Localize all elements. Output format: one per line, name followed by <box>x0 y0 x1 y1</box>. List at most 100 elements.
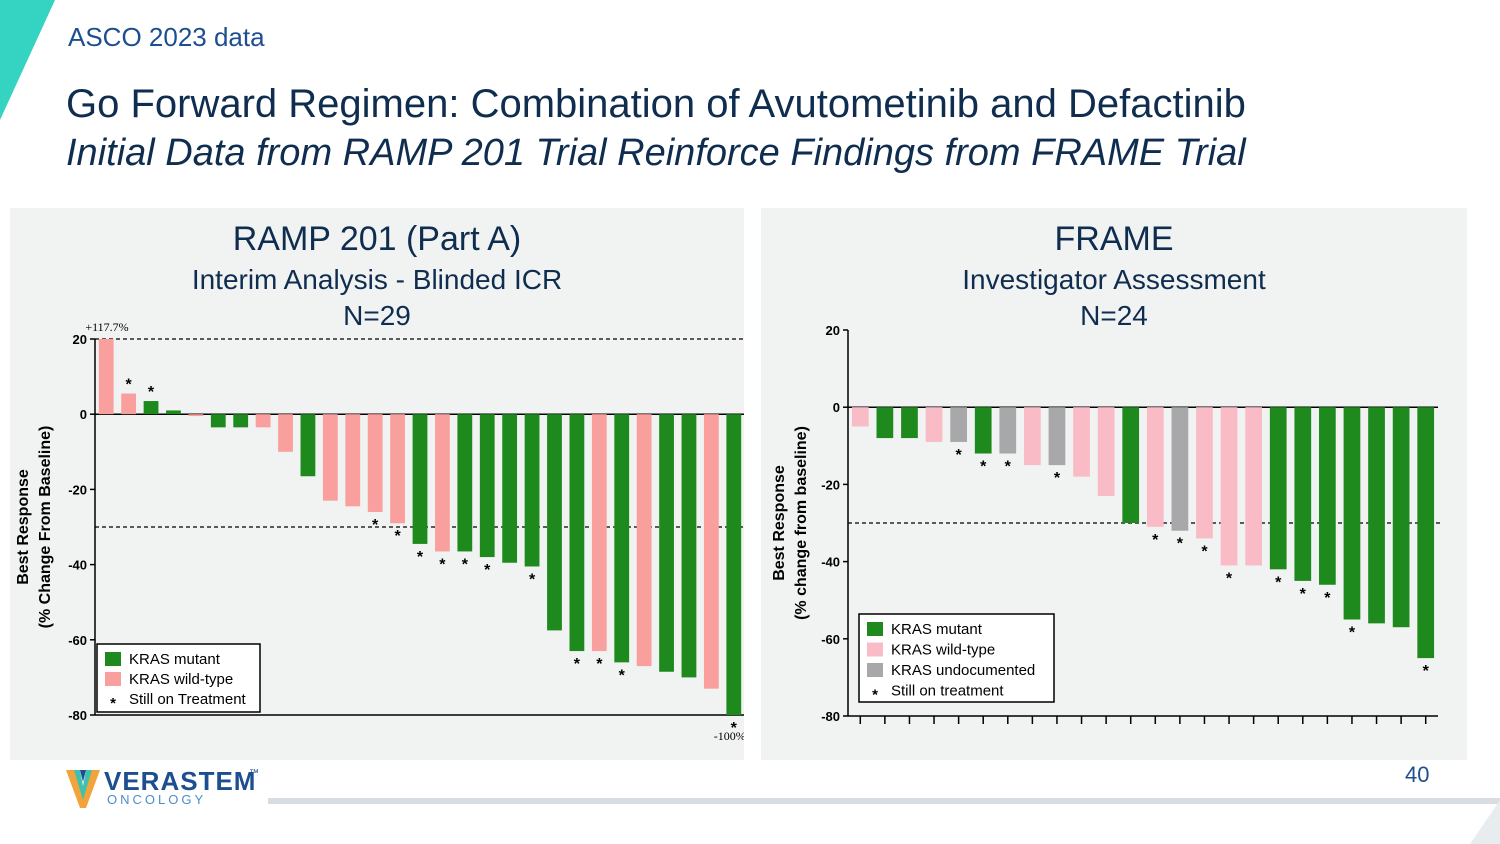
still-on-treatment-marker: * <box>574 656 581 673</box>
legend-label: KRAS wild-type <box>891 642 995 659</box>
y-tick-label: -40 <box>68 558 87 573</box>
bar <box>1319 407 1336 585</box>
bar <box>925 407 943 442</box>
bar <box>300 414 316 477</box>
corner-accent <box>0 0 55 120</box>
verastem-v-icon <box>66 770 100 808</box>
page-number: 40 <box>1405 762 1430 787</box>
bar <box>1171 407 1189 531</box>
legend-box <box>858 613 1055 703</box>
bar <box>390 414 405 524</box>
still-on-treatment-marker: * <box>1054 470 1061 487</box>
bar <box>681 414 697 678</box>
bar <box>1392 407 1410 628</box>
still-on-treatment-marker: * <box>148 384 155 401</box>
bar <box>636 414 652 667</box>
legend-swatch <box>867 663 883 677</box>
still-on-treatment-marker: * <box>1300 586 1307 603</box>
y-tick-label: -40 <box>821 555 840 570</box>
bar <box>1073 407 1090 477</box>
bar <box>121 393 137 415</box>
still-on-treatment-marker: * <box>1005 459 1012 476</box>
ramp201-n-label: N=29 <box>343 300 411 331</box>
bar <box>1024 407 1041 466</box>
bar <box>1048 407 1066 466</box>
still-on-treatment-marker: * <box>1349 625 1356 642</box>
legend-swatch <box>867 642 883 657</box>
bar <box>950 407 967 442</box>
bar <box>1146 407 1164 527</box>
still-on-treatment-marker: * <box>529 571 536 588</box>
bar <box>1368 407 1385 624</box>
y-axis-subtitle: (% Change From Baseline) <box>37 426 54 629</box>
bar <box>1122 407 1140 523</box>
legend-label: Still on treatment <box>891 683 1004 700</box>
y-tick-label: 20 <box>826 323 840 338</box>
bar <box>1097 407 1115 496</box>
bar <box>569 414 585 652</box>
footer-accent <box>1470 800 1500 844</box>
y-tick-label: -60 <box>821 632 840 647</box>
bar <box>726 414 742 715</box>
y-tick-label: 0 <box>80 407 87 422</box>
y-tick-label: -80 <box>821 709 840 724</box>
y-tick-label: -20 <box>821 477 840 492</box>
still-on-treatment-marker: * <box>372 517 379 534</box>
bar <box>412 414 428 544</box>
legend-label: KRAS wild-type <box>129 671 233 688</box>
bar <box>367 414 383 512</box>
bar <box>659 414 674 672</box>
y-axis-title: Best Response <box>15 469 32 585</box>
still-on-treatment-marker: * <box>956 447 963 464</box>
legend-swatch <box>105 652 121 666</box>
still-on-treatment-marker: * <box>1324 590 1331 607</box>
y-tick-label: -20 <box>68 482 87 497</box>
logo-wordmark: VERASTEM <box>104 766 257 796</box>
bar <box>1417 407 1435 659</box>
ramp201-panel: RAMP 201 (Part A) Interim Analysis - Bli… <box>10 208 744 760</box>
frame-panel: FRAME Investigator Assessment N=24 20 0 -2… <box>761 208 1467 760</box>
still-on-treatment-marker: * <box>619 667 626 684</box>
frame-subtitle: Investigator Assessment <box>962 264 1266 295</box>
bar <box>278 414 293 452</box>
kicker-label: ASCO 2023 data <box>68 22 265 52</box>
still-on-treatment-marker: * <box>1201 543 1208 560</box>
annotation-top: +117.7% <box>85 320 128 334</box>
still-on-treatment-marker: * <box>484 562 491 579</box>
bar <box>547 414 562 631</box>
bar <box>703 414 719 689</box>
still-on-treatment-marker: * <box>980 459 987 476</box>
y-axis-title: Best Response <box>771 465 788 581</box>
legend-box <box>96 643 261 713</box>
bar <box>1196 407 1213 539</box>
bar <box>851 407 869 427</box>
still-on-treatment-marker: * <box>1177 536 1184 553</box>
still-on-treatment-marker: * <box>439 556 446 573</box>
bar <box>255 414 271 428</box>
bar <box>591 414 607 652</box>
bar <box>524 414 540 567</box>
ramp201-waterfall-chart: 20 0 -20 -40 -60 -80 Best Response (% Change Fr… <box>15 320 744 743</box>
bar <box>1269 407 1287 570</box>
legend-label: KRAS undocumented <box>891 662 1035 679</box>
bar <box>1220 407 1238 566</box>
bar <box>233 414 249 428</box>
slide-subtitle: Initial Data from RAMP 201 Trial Reinfor… <box>66 132 1246 174</box>
y-axis-subtitle: (% change from baseline) <box>793 426 810 620</box>
still-on-treatment-marker: * <box>1226 570 1233 587</box>
still-on-treatment-marker: * <box>596 656 603 673</box>
bar <box>210 414 226 428</box>
bar <box>166 410 181 415</box>
still-on-treatment-marker: * <box>1423 663 1430 680</box>
y-tick-label: 20 <box>73 332 87 347</box>
bar <box>974 407 992 454</box>
bar <box>1294 407 1312 581</box>
bar <box>188 414 204 417</box>
legend-label: KRAS mutant <box>129 651 221 668</box>
still-on-treatment-marker: * <box>1152 532 1159 549</box>
bar <box>435 414 450 552</box>
ramp201-title: RAMP 201 (Part A) <box>232 220 522 258</box>
logo-subtext: ONCOLOGY <box>107 792 207 807</box>
still-on-treatment-marker: * <box>417 549 424 566</box>
ramp201-subtitle: Interim Analysis - Blinded ICR <box>191 264 563 295</box>
